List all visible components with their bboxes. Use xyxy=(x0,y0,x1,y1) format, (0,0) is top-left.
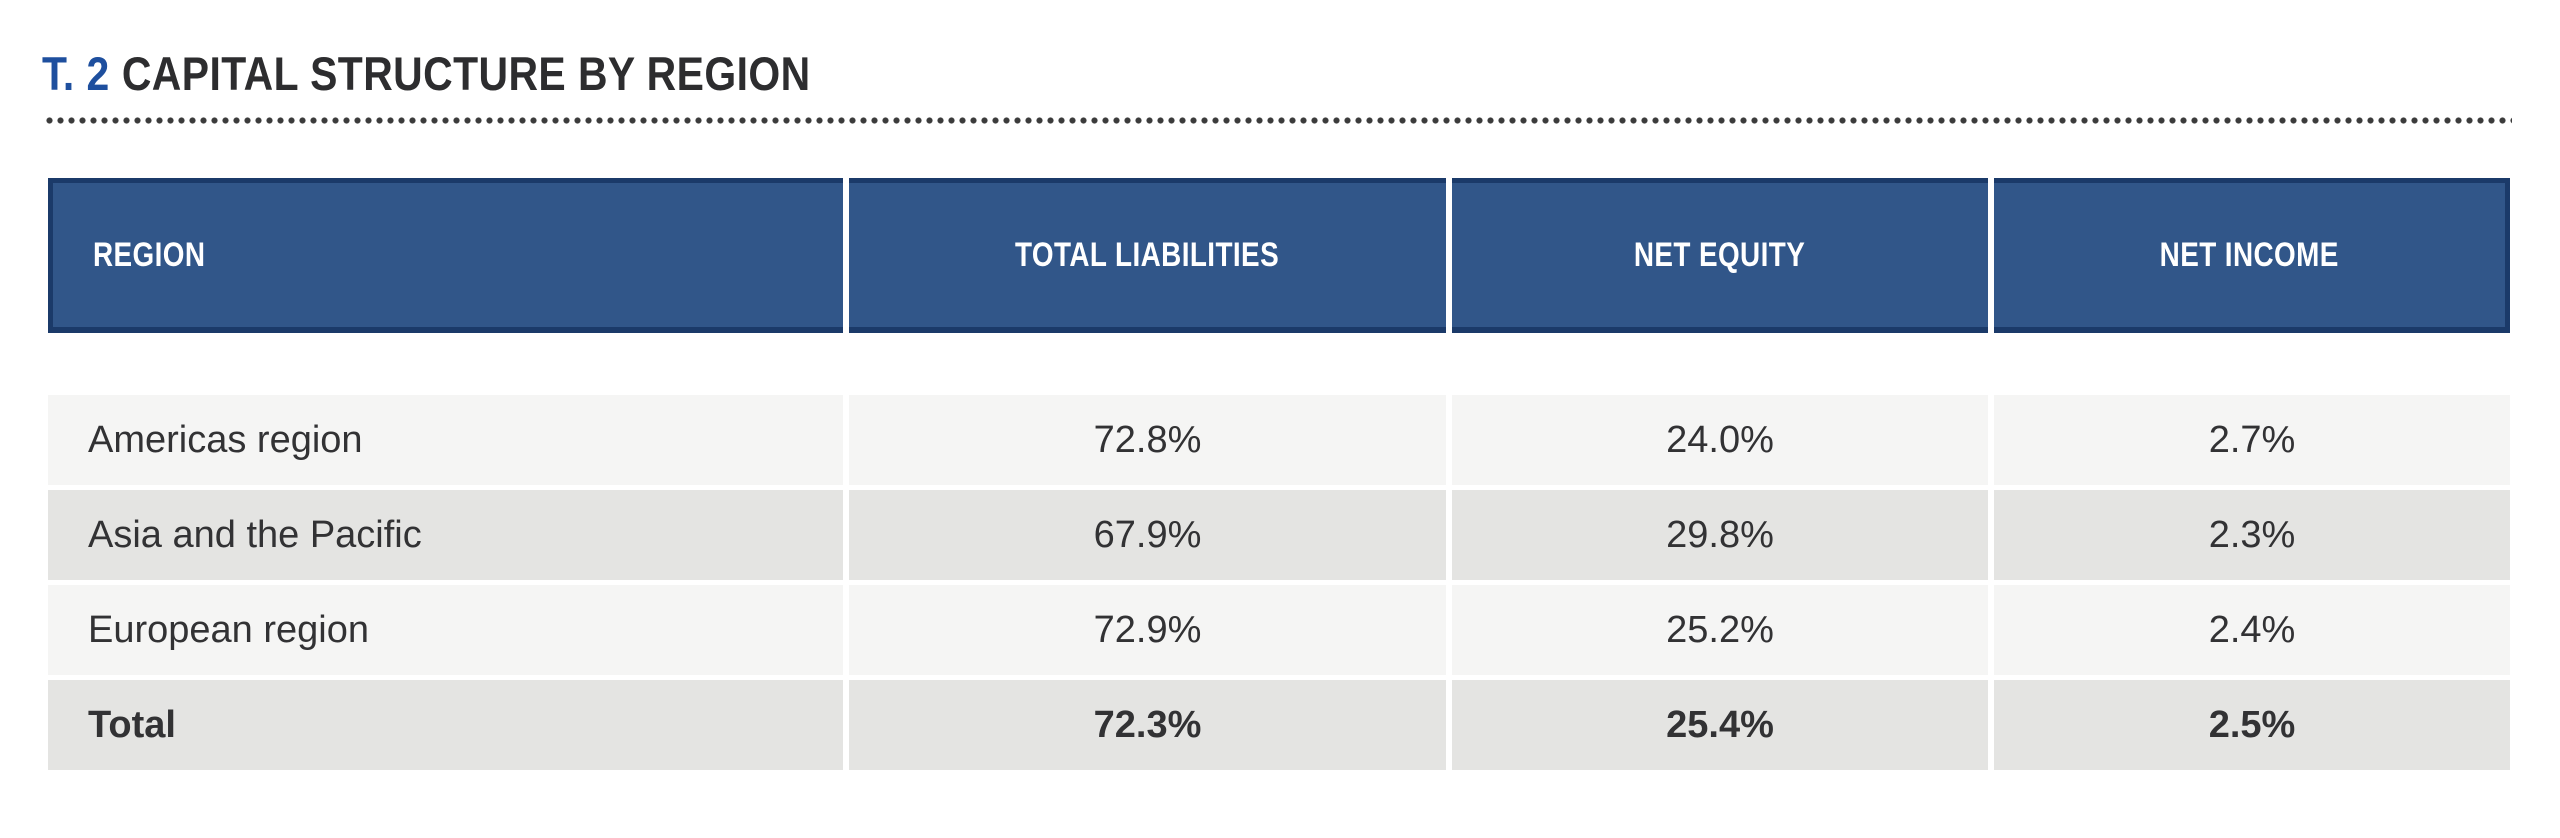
total-liabilities-cell: 72.8% xyxy=(849,395,1446,485)
total-liabilities-cell: 72.9% xyxy=(849,585,1446,675)
total-liabilities-cell: 72.3% xyxy=(849,680,1446,770)
net-equity-cell: 24.0% xyxy=(1452,395,1988,485)
column-header-region: REGION xyxy=(48,178,843,333)
net-income-cell: 2.5% xyxy=(1994,680,2510,770)
table-title-text: CAPITAL STRUCTURE BY REGION xyxy=(121,47,811,100)
column-header-total-liabilities: TOTAL LIABILITIES xyxy=(849,178,1446,333)
net-income-cell: 2.3% xyxy=(1994,490,2510,580)
net-equity-cell: 25.4% xyxy=(1452,680,1988,770)
table-row-european: European region 72.9% 25.2% 2.4% xyxy=(48,585,2510,675)
table-row-asia-pacific: Asia and the Pacific 67.9% 29.8% 2.3% xyxy=(48,490,2510,580)
dotted-divider xyxy=(44,115,2512,126)
region-cell: Americas region xyxy=(48,395,843,485)
table-row-americas: Americas region 72.8% 24.0% 2.7% xyxy=(48,395,2510,485)
column-header-net-equity: NET EQUITY xyxy=(1452,178,1988,333)
region-cell: Total xyxy=(48,680,843,770)
table-title: T. 2 CAPITAL STRUCTURE BY REGION xyxy=(42,46,811,101)
table-body: Americas region 72.8% 24.0% 2.7% Asia an… xyxy=(48,395,2510,770)
table-row-total: Total 72.3% 25.4% 2.5% xyxy=(48,680,2510,770)
region-cell: European region xyxy=(48,585,843,675)
capital-structure-table: REGION TOTAL LIABILITIES NET EQUITY NET … xyxy=(48,178,2510,770)
net-equity-cell: 25.2% xyxy=(1452,585,1988,675)
region-cell: Asia and the Pacific xyxy=(48,490,843,580)
table-number: T. 2 xyxy=(42,47,110,100)
net-equity-cell: 29.8% xyxy=(1452,490,1988,580)
net-income-cell: 2.7% xyxy=(1994,395,2510,485)
total-liabilities-cell: 67.9% xyxy=(849,490,1446,580)
column-header-net-income: NET INCOME xyxy=(1994,178,2510,333)
table-header-row: REGION TOTAL LIABILITIES NET EQUITY NET … xyxy=(48,178,2510,333)
net-income-cell: 2.4% xyxy=(1994,585,2510,675)
